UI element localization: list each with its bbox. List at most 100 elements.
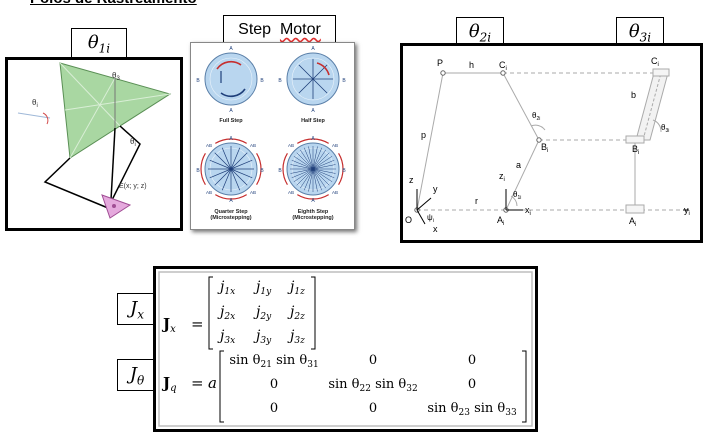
- step-ray: [312, 168, 336, 174]
- jq-entry: 0: [270, 401, 278, 416]
- step-ray: [290, 164, 314, 170]
- theta-right-label: θi: [130, 137, 136, 148]
- label-z: z: [409, 175, 414, 185]
- step-motor-panel: A A B B Full Step A A B B Half Step A A B B AB AB AB AB Qu…: [190, 42, 355, 230]
- jx-entry: j3x: [217, 328, 235, 346]
- jx-entry: j1x: [217, 279, 235, 297]
- jx-entry: j1z: [287, 279, 305, 297]
- jq-entry: sin θ21 sin θ31: [229, 353, 318, 370]
- step-ray: [308, 168, 314, 192]
- label-O: O: [405, 215, 412, 225]
- coil-arc: [256, 153, 262, 185]
- label-y: y: [433, 184, 438, 194]
- pole-label: A: [311, 198, 315, 204]
- pole-label: B: [278, 168, 282, 174]
- rotation-arrow: [316, 62, 330, 76]
- jx-label: Jx: [117, 293, 157, 325]
- label-r: r: [475, 196, 478, 206]
- jx-entry: j2y: [253, 304, 272, 322]
- step-ray: [312, 168, 333, 182]
- step-ray: [230, 168, 241, 191]
- jq-equals: =: [191, 374, 204, 392]
- step-quadrant-2: A A B B Half Step: [278, 46, 346, 124]
- pole-label: AB: [332, 143, 338, 148]
- step-motor-label: Step Motor: [223, 15, 336, 45]
- pole-label: B: [260, 168, 264, 174]
- step-caption: Half Step: [301, 118, 325, 124]
- pole-label: B: [342, 78, 346, 84]
- label-a: a: [516, 160, 521, 170]
- step-ray: [230, 152, 248, 170]
- label-A-right: Ai: [629, 216, 636, 228]
- step-ray: [300, 168, 314, 189]
- step-ray: [214, 152, 232, 170]
- jtheta-label: Jθ: [117, 359, 157, 391]
- coil-arc: [338, 153, 344, 185]
- step-ray: [312, 152, 330, 170]
- jq-entry: 0: [270, 377, 278, 392]
- label-C-right: Ci: [651, 56, 659, 68]
- coil-arc: [215, 138, 247, 144]
- label-p: p: [421, 130, 426, 140]
- step-ray: [291, 168, 314, 179]
- jx-entry: j1y: [253, 279, 272, 297]
- pole-label: AB: [206, 143, 212, 148]
- label-theta-1i: θ1i: [513, 190, 521, 201]
- coil-arc: [215, 194, 247, 200]
- step-ray: [303, 168, 314, 191]
- step-ray: [209, 168, 232, 179]
- pole-label: B: [342, 168, 346, 174]
- jq-entry: 0: [369, 353, 377, 368]
- step-ray: [312, 168, 330, 186]
- theta-top-label: θ3: [112, 71, 120, 82]
- coil-arc: [200, 153, 206, 185]
- step-caption-sub: (Microstepping): [210, 215, 251, 221]
- step-ray: [300, 149, 314, 170]
- step-ray: [221, 168, 232, 191]
- pole-label: AB: [206, 190, 212, 195]
- pole-label: A: [229, 46, 233, 52]
- step-ray: [221, 147, 232, 170]
- theta-left-label: θi: [32, 98, 38, 109]
- leg-mechanism-panel: P h Ci Ci p b θ2i θ3i Bi Bi a z y zi θ1i…: [400, 43, 703, 243]
- end-effector-label: E(x; y; z): [119, 183, 147, 190]
- pole-label: AB: [250, 190, 256, 195]
- pole-label: AB: [288, 143, 294, 148]
- step-ray: [312, 149, 326, 170]
- step-ray: [296, 152, 314, 170]
- label-A: Ai: [497, 215, 504, 227]
- jq-entry: 0: [369, 401, 377, 416]
- end-effector-triangle: [101, 194, 132, 219]
- label-B-right: Bi: [632, 144, 639, 156]
- page-title: Polos de Rastreamento: [30, 0, 197, 7]
- left-leg-link: [43, 157, 109, 209]
- step-ray: [298, 78, 314, 94]
- step-ray: [308, 146, 314, 170]
- coil-arc: [297, 194, 329, 200]
- label-x: x: [433, 224, 438, 234]
- pole-label: A: [229, 198, 233, 204]
- jq-entry: 0: [468, 377, 476, 392]
- step-ray: [312, 168, 335, 179]
- label-theta-3i: θ3i: [661, 123, 669, 134]
- label-psi: ψi: [427, 213, 434, 224]
- theta-1i-label: θ1i: [71, 28, 127, 58]
- step-ray: [293, 156, 314, 170]
- step-quadrant-1: A A B B Full Step: [196, 46, 264, 124]
- jx-entry: j2z: [287, 304, 305, 322]
- step-ray: [209, 159, 232, 170]
- jx-entry: j3y: [253, 328, 272, 346]
- pole-label: B: [260, 78, 264, 84]
- label-z-i: zi: [499, 171, 505, 183]
- pole-label: A: [229, 108, 233, 114]
- jx-equals: =: [191, 315, 204, 333]
- step-caption: Quarter Step: [214, 209, 248, 215]
- step-ray: [290, 168, 314, 174]
- step-ray: [312, 146, 318, 170]
- platform-triangle-panel: θ3 θi θi E(x; y; z): [5, 57, 183, 231]
- pole-label: A: [229, 136, 233, 142]
- step-ray: [230, 168, 248, 186]
